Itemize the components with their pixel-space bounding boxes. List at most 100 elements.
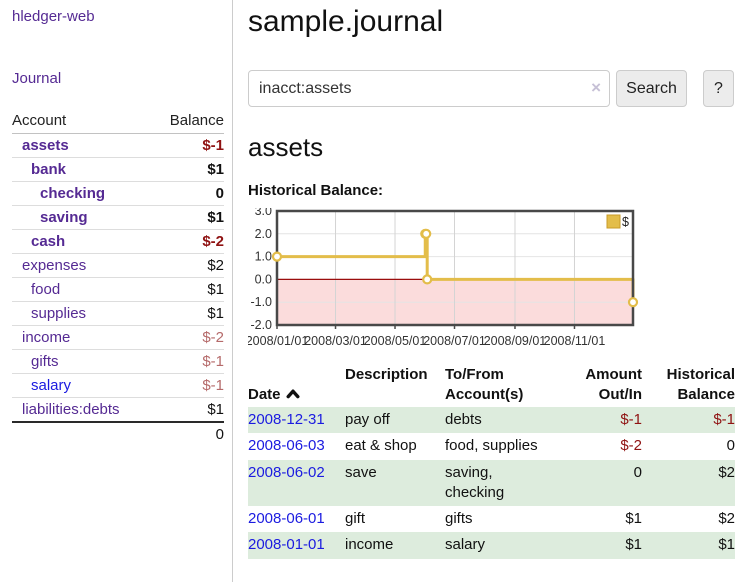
- account-link[interactable]: cash: [31, 233, 66, 250]
- transaction-balance-cell: $1: [718, 536, 735, 554]
- brand-link[interactable]: hledger-web: [12, 8, 95, 25]
- account-link[interactable]: gifts: [31, 353, 59, 370]
- transaction-accounts-cell: saving, checking: [445, 463, 505, 501]
- transaction-description-cell: pay off: [345, 411, 390, 428]
- account-row: checking 0: [12, 181, 224, 206]
- column-header-balance: Historical Balance: [666, 366, 735, 403]
- account-balance: $1: [152, 157, 224, 182]
- chart-title: Historical Balance:: [248, 182, 384, 199]
- svg-text:2008/11/01: 2008/11/01: [544, 334, 606, 348]
- account-row: assets $-1: [12, 133, 224, 158]
- transaction-description-cell: income: [345, 536, 394, 554]
- main-content: sample.journal × Search ? assets Histori…: [246, 0, 735, 559]
- svg-text:2.0: 2.0: [255, 227, 272, 241]
- svg-text:-1.0: -1.0: [250, 295, 272, 309]
- transaction-date-cell: 2008-12-31: [248, 407, 345, 433]
- transaction-amount-cell: $-2: [620, 437, 642, 455]
- transaction-accounts-cell: salary: [445, 536, 486, 554]
- chart-legend-label: $: [622, 215, 629, 229]
- svg-text:2008/03/01: 2008/03/01: [304, 334, 367, 348]
- svg-text:2008/01/01: 2008/01/01: [248, 334, 308, 348]
- transaction-date-link[interactable]: 2008-06-01: [248, 510, 325, 527]
- transaction-date-cell: 2008-06-02: [248, 460, 345, 507]
- column-header-date[interactable]: Date: [248, 362, 345, 407]
- transaction-amount-cell: $1: [625, 510, 642, 527]
- search-input[interactable]: [248, 70, 610, 107]
- transaction-accounts-cell: debts: [445, 411, 482, 428]
- transaction-description-cell: gift: [345, 510, 366, 527]
- search-form: × Search ?: [248, 70, 735, 107]
- account-balance: $-2: [152, 325, 224, 350]
- account-row: gifts $-1: [12, 349, 224, 374]
- chart-canvas: $3.0 2.0 1.0 0.0 -1.0 -2.0 2008/01/012008/03/0…: [246, 204, 639, 348]
- account-heading: assets: [248, 132, 324, 162]
- column-header-amount: Amount Out/In: [585, 366, 642, 403]
- transaction-date-link[interactable]: 2008-01-01: [248, 536, 325, 554]
- sidebar-item-journal[interactable]: Journal: [12, 70, 62, 87]
- account-link[interactable]: salary: [31, 377, 72, 394]
- transaction-accounts-cell: food, supplies: [445, 437, 538, 455]
- page-title: sample.journal: [248, 5, 444, 38]
- svg-text:2008/09/01: 2008/09/01: [484, 334, 547, 348]
- account-row: income $-2: [12, 325, 224, 350]
- account-row: expenses $2: [12, 253, 224, 278]
- transactions-table: Date Description To/From Account(s) Amou…: [248, 362, 735, 559]
- clear-search-icon[interactable]: ×: [591, 78, 601, 97]
- transaction-row: 2008-12-31 pay off debts $-1 $-1: [248, 407, 735, 434]
- account-row: supplies $1: [12, 301, 224, 326]
- account-row: food $1: [12, 277, 224, 302]
- transaction-description-cell: eat & shop: [345, 437, 417, 455]
- account-balance: $-1: [152, 373, 224, 398]
- account-link[interactable]: checking: [40, 185, 106, 202]
- sidebar: hledger-web Journal Account Balance asse…: [0, 0, 233, 582]
- svg-text:0.0: 0.0: [255, 272, 272, 286]
- account-row: bank $1: [12, 157, 224, 182]
- account-balance: $1: [152, 277, 224, 302]
- account-link[interactable]: expenses: [22, 257, 87, 274]
- account-link[interactable]: saving: [40, 209, 88, 226]
- transaction-date-link[interactable]: 2008-12-31: [248, 411, 325, 428]
- transaction-date-link[interactable]: 2008-06-02: [248, 463, 325, 481]
- transaction-balance-cell: $2: [718, 463, 735, 481]
- account-balance: $-1: [152, 349, 224, 374]
- transaction-amount-cell: $-1: [620, 411, 642, 428]
- account-row: cash $-2: [12, 229, 224, 254]
- svg-text:2008/05/01: 2008/05/01: [364, 334, 427, 348]
- account-balance: 0: [152, 181, 224, 206]
- accounts-total-value: 0: [152, 421, 224, 446]
- search-button[interactable]: Search: [616, 70, 687, 107]
- transaction-row: 2008-01-01 income salary $1 $1: [248, 532, 735, 559]
- svg-text:1.0: 1.0: [255, 250, 272, 264]
- transaction-date-cell: 2008-01-01: [248, 532, 345, 558]
- column-header-description: Description: [345, 366, 428, 383]
- help-button[interactable]: ?: [703, 70, 734, 107]
- transaction-date-cell: 2008-06-03: [248, 433, 345, 459]
- transaction-row: 2008-06-01 gift gifts $1 $2: [248, 506, 735, 532]
- svg-text:3.0: 3.0: [255, 208, 272, 218]
- transaction-balance-cell: $2: [718, 510, 735, 527]
- transaction-accounts-cell: gifts: [445, 510, 473, 527]
- account-balance: $2: [152, 253, 224, 278]
- account-link[interactable]: income: [22, 329, 71, 346]
- column-header-accounts: To/From Account(s): [445, 366, 524, 403]
- account-link[interactable]: bank: [31, 161, 67, 178]
- account-link[interactable]: food: [31, 281, 61, 298]
- transaction-date-link[interactable]: 2008-06-03: [248, 437, 325, 455]
- historical-balance-chart: $3.0 2.0 1.0 0.0 -1.0 -2.0 2008/01/01 2008/03/0…: [246, 204, 735, 350]
- svg-text:2008/07/01: 2008/07/01: [423, 334, 486, 348]
- accounts-header-balance: Balance: [152, 109, 224, 134]
- date-header-label: Date: [248, 385, 281, 403]
- accounts-total-row: 0: [12, 421, 224, 446]
- transaction-balance-cell: 0: [726, 437, 735, 455]
- account-row: liabilities:debts $1: [12, 397, 224, 423]
- search-box: ×: [248, 70, 610, 107]
- account-link[interactable]: liabilities:debts: [22, 401, 120, 418]
- transaction-amount-cell: $1: [625, 536, 642, 554]
- account-row: saving $1: [12, 205, 224, 230]
- account-link[interactable]: supplies: [31, 305, 87, 322]
- accounts-table: Account Balance assets $-1 bank $1 checking 0…: [12, 109, 224, 446]
- transaction-balance-cell: $-1: [713, 411, 735, 428]
- account-link[interactable]: assets: [22, 137, 69, 154]
- account-balance: $1: [152, 301, 224, 326]
- transaction-row: 2008-06-03 eat & shop food, supplies $-2 0: [248, 433, 735, 459]
